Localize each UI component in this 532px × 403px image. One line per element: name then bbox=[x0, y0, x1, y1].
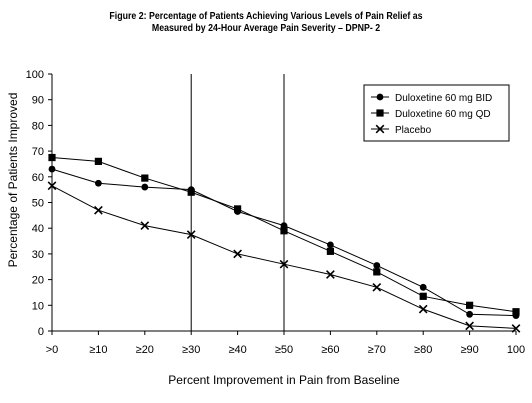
x-marker bbox=[326, 270, 335, 279]
x-tick-label: ≥90 bbox=[460, 344, 478, 356]
square-marker bbox=[141, 174, 149, 182]
x-marker bbox=[418, 304, 428, 314]
y-axis-label: Percentage of Patients Improved bbox=[6, 93, 20, 268]
x-marker-stroke bbox=[511, 324, 521, 333]
chart-title-line-1: Figure 2: Percentage of Patients Achievi… bbox=[109, 11, 423, 22]
x-marker-stroke bbox=[140, 221, 150, 230]
x-marker bbox=[233, 249, 242, 259]
circle-marker bbox=[95, 179, 102, 187]
square-marker bbox=[234, 205, 242, 213]
circle-marker bbox=[48, 165, 56, 173]
circle-marker bbox=[373, 262, 381, 269]
x-marker bbox=[279, 259, 289, 269]
x-tick-label: ≥20 bbox=[136, 344, 154, 356]
axes: 0 10 20 30 40 50 60 70 80 90 100 >0 ≥10 ≥20 ≥30 ≥40 ≥50 ≥… bbox=[26, 69, 526, 356]
square-marker bbox=[280, 227, 288, 235]
circle-marker bbox=[419, 283, 427, 291]
series-marks bbox=[47, 153, 521, 333]
chart-title-line-2: Measured by 24-Hour Average Pain Severit… bbox=[151, 23, 381, 34]
x-marker-stroke bbox=[418, 304, 428, 314]
circle-marker bbox=[327, 241, 334, 249]
x-marker-stroke bbox=[47, 181, 57, 191]
y-tick-label: 40 bbox=[32, 223, 44, 235]
square-marker bbox=[376, 109, 384, 117]
y-tick-label: 100 bbox=[26, 69, 44, 81]
legend-label: Duloxetine 60 mg BID bbox=[395, 93, 492, 104]
y-tick-label: 50 bbox=[32, 198, 44, 210]
x-axis-label: Percent Improvement in Pain from Baselin… bbox=[168, 373, 400, 387]
legend-label: Duloxetine 60 mg QD bbox=[395, 109, 491, 120]
y-tick-label: 0 bbox=[38, 326, 44, 338]
y-tick-label: 20 bbox=[32, 275, 44, 287]
x-marker-stroke bbox=[372, 282, 382, 292]
x-marker bbox=[465, 321, 474, 331]
square-marker bbox=[48, 153, 56, 162]
x-marker-stroke bbox=[186, 230, 196, 239]
x-marker-stroke bbox=[94, 205, 103, 215]
x-tick-label: ≥40 bbox=[228, 344, 246, 356]
x-marker bbox=[375, 124, 385, 134]
y-tick-label: 70 bbox=[32, 146, 44, 158]
x-marker bbox=[186, 230, 196, 239]
x-marker bbox=[511, 324, 521, 333]
legend: Duloxetine 60 mg BID Duloxetine 60 mg QD P… bbox=[363, 84, 510, 142]
legend-label: Placebo bbox=[395, 125, 432, 136]
circle-marker bbox=[466, 310, 473, 318]
circle-marker bbox=[376, 93, 384, 101]
square-marker bbox=[466, 301, 474, 309]
x-tick-label: ≥30 bbox=[182, 344, 200, 356]
square-marker bbox=[187, 188, 195, 196]
x-tick-label: 100 bbox=[507, 344, 525, 356]
circle-marker bbox=[141, 183, 149, 191]
x-tick-label: >0 bbox=[46, 344, 59, 356]
y-tick-label: 10 bbox=[32, 300, 44, 312]
square-marker bbox=[94, 157, 102, 165]
square-marker bbox=[512, 308, 520, 316]
square-marker bbox=[326, 247, 334, 255]
x-marker bbox=[140, 221, 150, 230]
y-tick-label: 90 bbox=[32, 95, 44, 107]
square-marker bbox=[373, 268, 381, 276]
x-marker-stroke bbox=[465, 321, 474, 331]
square-marker bbox=[419, 292, 427, 300]
x-marker-stroke bbox=[233, 249, 242, 259]
x-tick-label: ≥50 bbox=[275, 344, 293, 356]
x-tick-label: ≥70 bbox=[368, 344, 386, 356]
y-tick-label: 30 bbox=[32, 249, 44, 261]
x-marker-stroke bbox=[375, 124, 385, 134]
y-tick-label: 80 bbox=[32, 120, 44, 132]
x-marker-stroke bbox=[326, 270, 335, 279]
y-tick-label: 60 bbox=[32, 172, 44, 184]
x-marker bbox=[372, 282, 382, 292]
x-tick-label: ≥80 bbox=[414, 344, 432, 356]
x-marker bbox=[47, 181, 57, 191]
x-tick-label: ≥60 bbox=[321, 344, 339, 356]
x-marker-stroke bbox=[279, 259, 289, 269]
x-tick-label: ≥10 bbox=[89, 344, 107, 356]
x-marker bbox=[94, 205, 103, 215]
